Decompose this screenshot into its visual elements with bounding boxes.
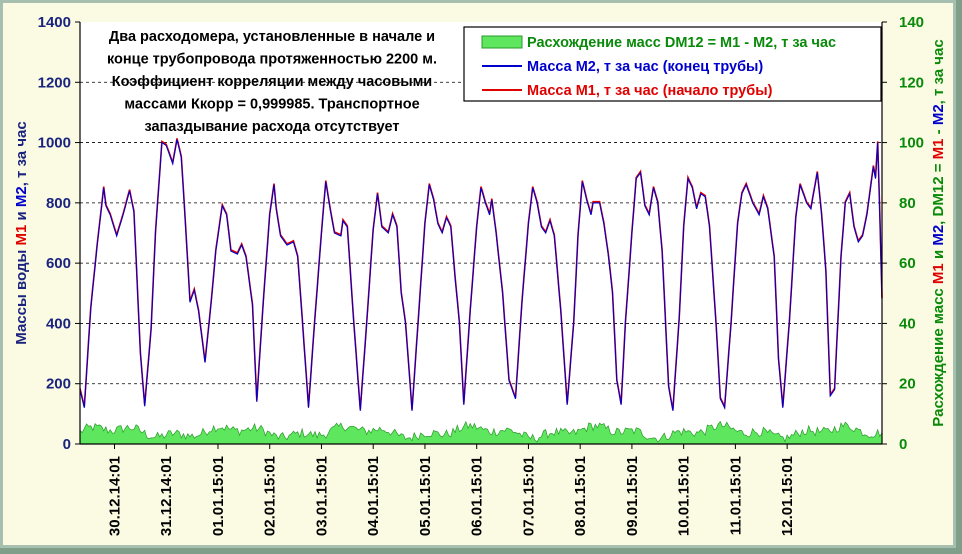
x-tick-label: 30.12.14:01 [106, 456, 123, 536]
y-right-tick-label: 20 [899, 376, 916, 393]
y-right-ticks: 0 20 40 60 80 100 120 140 [882, 14, 924, 453]
x-tick-label: 06.01.15:01 [469, 456, 486, 536]
x-tick-label: 02.01.15:01 [262, 456, 279, 536]
annotation-line: запаздывание расхода отсутствует [144, 119, 399, 135]
y-right-tick-label: 100 [899, 135, 924, 152]
axis-label-part: M1 [930, 263, 947, 284]
y-right-tick-label: 140 [899, 14, 924, 31]
x-tick-label: 11.01.15:01 [727, 456, 744, 535]
axis-label-part: - [930, 125, 947, 138]
x-tick-label: 05.01.15:01 [417, 456, 434, 536]
ylab-left-text: Массы воды M1 и M2, т за час [13, 121, 30, 344]
y-left-tick-label: 400 [46, 315, 71, 332]
y-right-tick-label: 40 [899, 315, 916, 332]
annotation-line: массами Ккорр = 0,999985. Транспортное [124, 97, 419, 113]
legend-entry-label: Масса M1, т за час (начало трубы) [527, 83, 773, 99]
axis-label-part: , т за час [930, 39, 947, 104]
y-left-tick-label: 600 [46, 255, 71, 272]
legend-swatch-diff [481, 35, 523, 49]
y-right-label: Расхождение масс M1 и M2, DM12 = M1 - M2… [930, 39, 947, 426]
annotation-text: Два расходомера, установленные в начале … [107, 29, 437, 135]
x-tick-label: 03.01.15:01 [313, 456, 330, 536]
x-tick-label: 01.01.15:01 [210, 456, 227, 536]
x-ticks: 30.12.14:01 31.12.14:01 01.01.15:01 02.01.1… [106, 444, 796, 536]
m2-series-group [79, 139, 883, 411]
axis-label-part: M1 [13, 225, 30, 246]
ylab-right-text: Расхождение масс M1 и M2, DM12 = M1 - M2… [930, 39, 947, 426]
y-right-tick-label: 80 [899, 195, 916, 212]
axes [79, 22, 883, 445]
axis-label-part: Массы воды [13, 246, 30, 345]
y-right-tick-label: 0 [899, 436, 907, 453]
x-tick-label: 10.01.15:01 [676, 456, 693, 536]
y-left-tick-label: 1000 [38, 135, 71, 152]
annotation-line: Коэффициент корреляции между часовыми [112, 74, 432, 90]
y-left-ticks: 0 200 400 600 800 1000 1200 1400 [38, 14, 80, 453]
x-tick-label: 12.01.15:01 [779, 456, 796, 536]
annotation-line: Два расходомера, установленные в начале … [109, 29, 435, 45]
legend: Расхождение масс DM12 = M1 - M2, т за ча… [463, 26, 882, 102]
axis-label-part: M2 [930, 225, 947, 246]
y-left-tick-label: 800 [46, 195, 71, 212]
axis-label-part: Расхождение масс [930, 284, 947, 427]
axis-label-part: M2 [930, 104, 947, 125]
axis-label-part: M2 [13, 186, 30, 207]
legend-entry-label: Масса M2, т за час (конец трубы) [527, 59, 763, 75]
axis-label-part: , DM12 = [930, 159, 947, 224]
diff-series-area [79, 420, 883, 445]
y-left-tick-label: 1400 [38, 14, 71, 31]
y-left-tick-label: 1200 [38, 74, 71, 91]
diff-series-group [79, 420, 883, 445]
m2-series-line [79, 139, 883, 411]
y-right-tick-label: 120 [899, 74, 924, 91]
x-tick-label: 31.12.14:01 [158, 456, 175, 536]
y-right-tick-label: 60 [899, 255, 916, 272]
legend-entry-label: Расхождение масс DM12 = M1 - M2, т за ча… [527, 35, 836, 51]
axis-label-part: и [930, 246, 947, 264]
x-tick-label: 09.01.15:01 [624, 456, 641, 536]
axis-label-part: и [13, 207, 30, 225]
axis-label-part: M1 [930, 139, 947, 160]
x-tick-label: 08.01.15:01 [572, 456, 589, 536]
annotation-line: конце трубопровода протяженностью 2200 м… [107, 52, 437, 68]
y-left-tick-label: 200 [46, 376, 71, 393]
x-tick-label: 04.01.15:01 [365, 456, 382, 536]
legend-box [463, 26, 882, 102]
x-tick-label: 07.01.15:01 [520, 456, 537, 536]
axis-label-part: , т за час [13, 121, 30, 186]
y-left-label: Массы воды M1 и M2, т за час [13, 121, 30, 344]
y-left-tick-label: 0 [63, 436, 71, 453]
